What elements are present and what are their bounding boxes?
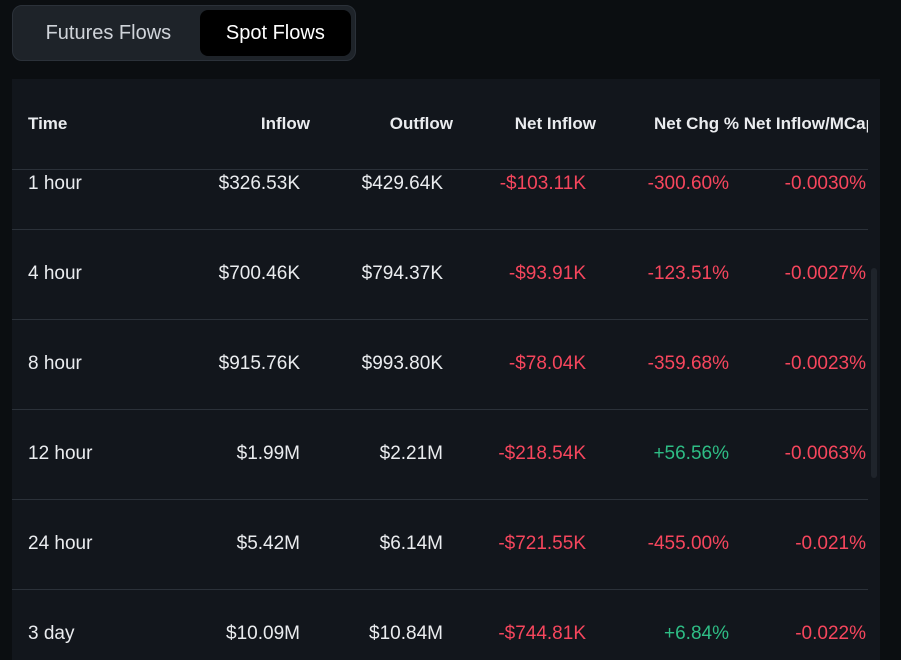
table-row[interactable]: 3 day $10.09M $10.84M -$744.81K +6.84% -0.022…	[12, 589, 870, 660]
cell-time: 8 hour	[28, 353, 82, 374]
cell-inflow: $1.99M	[236, 443, 300, 464]
cell-outflow: $993.80K	[361, 353, 443, 374]
header-inflow[interactable]: Inflow	[260, 114, 310, 133]
cell-net-chg: -300.60%	[647, 173, 729, 194]
cell-net-chg: +56.56%	[653, 443, 729, 464]
cell-outflow: $429.64K	[361, 173, 443, 194]
cell-time: 4 hour	[28, 263, 82, 284]
cell-net-inflow: -$93.91K	[508, 263, 586, 284]
cell-net-inflow-mcap: -0.0027%	[784, 263, 866, 284]
flows-table: Time Inflow Outflow Net Inflow Net Chg %…	[12, 79, 880, 660]
cell-inflow: $326.53K	[218, 173, 300, 194]
cell-net-chg: -455.00%	[647, 533, 729, 554]
cell-time: 24 hour	[28, 533, 93, 554]
cell-net-inflow: -$218.54K	[498, 443, 586, 464]
table-header: Time Inflow Outflow Net Inflow Net Chg %…	[12, 79, 880, 170]
cell-net-inflow: -$103.11K	[499, 173, 586, 194]
cell-net-inflow: -$721.55K	[498, 533, 586, 554]
cell-inflow: $915.76K	[218, 353, 300, 374]
cell-time: 12 hour	[28, 443, 93, 464]
cell-outflow: $2.21M	[379, 443, 443, 464]
cell-net-inflow-mcap: -0.021%	[795, 533, 866, 554]
cell-net-inflow: -$78.04K	[508, 353, 586, 374]
header-time[interactable]: Time	[28, 114, 68, 133]
cell-net-inflow: -$744.81K	[498, 623, 586, 644]
cell-inflow: $5.42M	[236, 533, 300, 554]
cell-net-inflow-mcap: -0.0063%	[784, 443, 866, 464]
table-row[interactable]: 1 hour $326.53K $429.64K -$103.11K -300.60% -…	[12, 139, 870, 230]
cell-net-inflow-mcap: -0.0023%	[784, 353, 866, 374]
header-net-inflow[interactable]: Net Inflow	[514, 114, 596, 133]
cell-time: 1 hour	[28, 173, 82, 194]
table-row[interactable]: 24 hour $5.42M $6.14M -$721.55K -455.00% -0.0…	[12, 499, 870, 590]
cell-inflow: $700.46K	[218, 263, 300, 284]
cell-net-inflow-mcap: -0.022%	[795, 623, 866, 644]
cell-net-inflow-mcap: -0.0030%	[784, 173, 866, 194]
cell-outflow: $794.37K	[361, 263, 443, 284]
cell-net-chg: -359.68%	[647, 353, 729, 374]
table-row[interactable]: 8 hour $915.76K $993.80K -$78.04K -359.68% -0…	[12, 319, 870, 410]
cell-net-chg: -123.51%	[647, 263, 729, 284]
scrollbar-thumb[interactable]	[871, 268, 877, 478]
table-row[interactable]: 4 hour $700.46K $794.37K -$93.91K -123.51% -0…	[12, 229, 870, 320]
header-net-inflow-mcap[interactable]: Net Inflow/MCap	[743, 114, 876, 133]
tab-futures-flows[interactable]: Futures Flows	[45, 21, 172, 44]
header-net-chg[interactable]: Net Chg %	[654, 114, 739, 133]
header-outflow[interactable]: Outflow	[389, 114, 453, 133]
tab-spot-flows[interactable]: Spot Flows	[199, 10, 351, 56]
cell-outflow: $10.84M	[369, 623, 443, 644]
cell-net-chg: +6.84%	[664, 623, 729, 644]
cell-time: 3 day	[28, 623, 75, 644]
table-row[interactable]: 12 hour $1.99M $2.21M -$218.54K +56.56% -0.00…	[12, 409, 870, 500]
cell-outflow: $6.14M	[379, 533, 443, 554]
cell-inflow: $10.09M	[226, 623, 300, 644]
flow-type-tabs: Futures Flows Spot Flows	[12, 5, 356, 61]
